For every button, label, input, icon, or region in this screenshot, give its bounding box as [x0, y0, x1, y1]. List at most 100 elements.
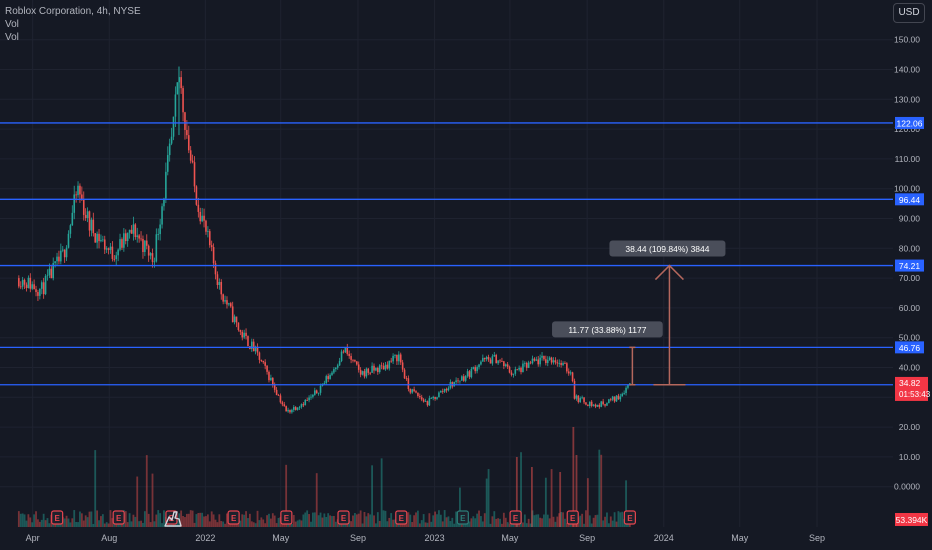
candle	[606, 402, 608, 406]
candle	[308, 395, 310, 403]
candle	[434, 396, 436, 401]
candle	[138, 234, 140, 243]
candle	[155, 228, 158, 263]
volume-bar	[499, 518, 501, 527]
candle	[480, 360, 482, 366]
time-tick-label: 2024	[654, 533, 674, 543]
candle-body	[401, 362, 404, 370]
volume-bar	[434, 511, 437, 527]
candle	[531, 355, 534, 365]
candle-body	[422, 399, 425, 402]
candle-body	[545, 359, 547, 363]
candle-body	[102, 239, 104, 241]
volume-bar	[411, 522, 414, 527]
candle	[189, 146, 192, 164]
candle-body	[529, 362, 532, 364]
volume-bar	[199, 512, 202, 527]
candle-body	[170, 136, 173, 144]
volume-bar	[222, 521, 225, 527]
volume-bar	[38, 521, 41, 527]
candle	[187, 125, 190, 154]
candle-body	[552, 360, 555, 363]
candle-body	[44, 275, 47, 295]
volume-bar	[445, 517, 448, 527]
volume-bar	[575, 455, 578, 527]
volume-bar	[130, 521, 133, 527]
candle-body	[514, 369, 517, 374]
candle-body	[294, 407, 297, 410]
candle-body	[380, 365, 383, 367]
candle-body	[163, 198, 165, 207]
volume-bar	[268, 513, 270, 527]
candle-body	[363, 371, 366, 377]
volume-bar	[153, 521, 156, 527]
candle-body	[424, 401, 427, 402]
volume-bar	[485, 478, 488, 527]
candle	[344, 347, 347, 354]
candle-body	[627, 384, 629, 388]
candle	[457, 377, 459, 384]
level-price-label-bg	[895, 259, 924, 272]
measure-tool: 38.44 (109.84%) 3844	[609, 240, 726, 386]
candle	[562, 361, 564, 367]
candle-body	[176, 82, 179, 95]
candle-body	[535, 359, 538, 361]
candle-body	[207, 231, 209, 232]
candle-body	[335, 367, 337, 370]
candle	[233, 314, 236, 325]
candle-body	[602, 401, 604, 405]
candle-body	[84, 214, 87, 219]
volume-bar	[501, 523, 503, 527]
candle-body	[270, 377, 272, 381]
volume-bar	[388, 517, 391, 527]
volume-bar	[191, 510, 194, 527]
candle	[608, 398, 610, 404]
earnings-badge-box	[509, 510, 522, 525]
price-tick-label: 60.00	[899, 303, 921, 313]
volume-bar	[607, 523, 610, 527]
candle	[378, 364, 381, 374]
earnings-badge: E	[566, 510, 579, 525]
candle-body	[268, 371, 270, 381]
candle-body	[302, 404, 305, 406]
candle-body	[241, 331, 244, 338]
candle-body	[256, 346, 259, 353]
volume-bar	[321, 517, 324, 527]
volume-bar	[203, 516, 205, 527]
candle-body	[222, 294, 224, 302]
candle	[29, 273, 32, 293]
candle	[577, 395, 580, 404]
candle-body	[491, 356, 494, 364]
last-price-bg	[895, 376, 928, 401]
candle-body	[608, 399, 610, 404]
candle-body	[588, 401, 591, 407]
volume-bar	[19, 513, 22, 527]
volume-bar	[531, 467, 533, 527]
earnings-badge: E	[337, 510, 350, 525]
currency-button[interactable]: USD	[893, 3, 925, 23]
candle-body	[298, 407, 301, 408]
candle	[54, 261, 56, 268]
candle	[262, 360, 265, 364]
candle	[250, 338, 253, 352]
candle-body	[539, 357, 541, 365]
candle	[201, 208, 203, 223]
candle	[220, 279, 223, 300]
candle	[229, 301, 232, 308]
volume-bar	[506, 522, 509, 527]
candle	[537, 355, 540, 367]
candle	[231, 301, 234, 323]
volume-bar	[325, 517, 328, 527]
volume-bar	[292, 515, 295, 527]
candle	[386, 361, 389, 370]
candle	[554, 357, 557, 365]
candle-body	[583, 397, 585, 403]
candle-body	[165, 171, 167, 199]
candle-body	[117, 249, 119, 256]
candle	[602, 398, 604, 406]
volume-bar	[392, 519, 394, 527]
candle-body	[100, 240, 102, 242]
candle	[157, 228, 160, 241]
